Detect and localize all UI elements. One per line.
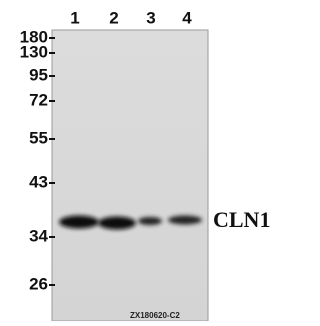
lane-labels: 1 2 3 4 <box>70 8 192 27</box>
band <box>168 216 202 225</box>
band <box>138 217 162 225</box>
lane-label: 2 <box>109 8 118 27</box>
lane-label: 4 <box>182 8 192 27</box>
page: {"lanes": ["1", "2", "3", "4"], "markers… <box>0 0 288 321</box>
membrane <box>52 30 208 321</box>
lane-label: 1 <box>70 8 79 27</box>
marker-label: 26 <box>29 274 48 293</box>
marker-label: 72 <box>29 90 48 109</box>
band <box>98 217 136 230</box>
marker-label: 34 <box>29 226 48 245</box>
lane-label: 3 <box>146 8 155 27</box>
marker-label: 43 <box>29 172 48 191</box>
marker-label: 95 <box>29 65 48 84</box>
marker-label: 55 <box>29 128 48 147</box>
marker-label: 130 <box>20 42 48 61</box>
band-label: CLN1 <box>213 207 270 232</box>
band <box>59 216 99 229</box>
catalog-code: ZX180620-C2 <box>130 311 180 320</box>
